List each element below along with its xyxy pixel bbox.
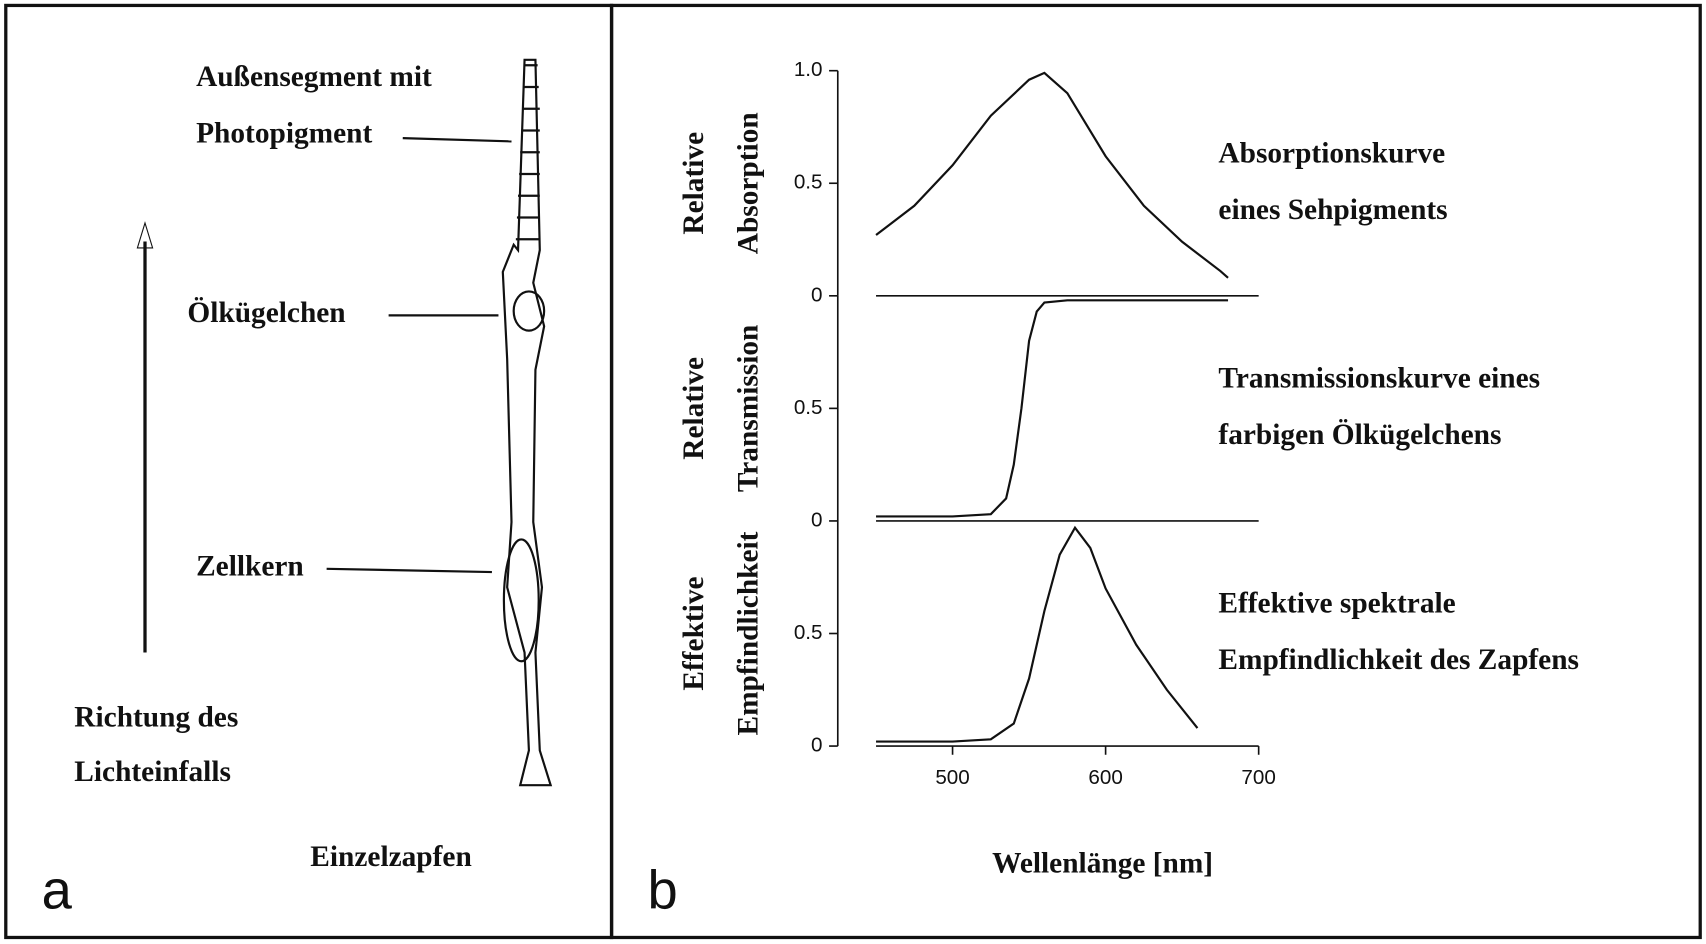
y-tick-label: 0 bbox=[811, 283, 823, 306]
data-line bbox=[875, 71, 1229, 279]
label: Ölkügelchen bbox=[187, 297, 345, 329]
arrow-label: Lichteinfalls bbox=[74, 756, 231, 788]
pointer-line bbox=[402, 137, 512, 143]
oil-droplet bbox=[512, 290, 546, 332]
x-tick-label: 700 bbox=[1241, 766, 1275, 789]
x-axis-label: Wellenlänge [nm] bbox=[992, 847, 1213, 879]
y-tick-label: 0 bbox=[811, 508, 823, 531]
pointer-line bbox=[326, 567, 492, 574]
annotation: eines Sehpigments bbox=[1218, 194, 1447, 226]
disc-stack bbox=[515, 64, 540, 241]
annotation: Transmissionskurve eines bbox=[1218, 362, 1540, 394]
y-axis-label: Empfindlichkeit bbox=[733, 531, 765, 735]
label: Außensegment mit bbox=[196, 61, 432, 93]
y-axis-label: Effektive bbox=[678, 576, 710, 690]
y-tick-label: 0.5 bbox=[794, 396, 823, 419]
panel-b-frame bbox=[609, 3, 1702, 940]
y-axis-label: Absorption bbox=[733, 112, 765, 254]
y-axis-label: Relative bbox=[678, 132, 710, 235]
arrow-head bbox=[136, 221, 154, 249]
panel-letter: b bbox=[647, 859, 677, 920]
x-tick-label: 500 bbox=[935, 766, 969, 789]
annotation: Empfindlichkeit des Zapfens bbox=[1218, 644, 1579, 676]
y-tick-label: 0 bbox=[811, 734, 823, 757]
label: Zellkern bbox=[196, 551, 304, 583]
y-axis-label: Transmission bbox=[733, 325, 765, 493]
caption: Einzelzapfen bbox=[310, 841, 471, 873]
panel-letter: a bbox=[42, 859, 73, 920]
nucleus bbox=[502, 538, 540, 663]
cone-cell bbox=[501, 58, 553, 787]
y-tick-label: 0.5 bbox=[794, 621, 823, 644]
y-tick-label: 0.5 bbox=[794, 171, 823, 194]
y-axis-label: Relative bbox=[678, 357, 710, 460]
data-line bbox=[876, 299, 1229, 518]
cell-outline bbox=[501, 58, 553, 787]
x-tick-label: 600 bbox=[1088, 766, 1122, 789]
data-line bbox=[876, 525, 1199, 743]
annotation: farbigen Ölkügelchens bbox=[1218, 419, 1501, 451]
annotation: Absorptionskurve bbox=[1218, 137, 1445, 169]
arrow-label: Richtung des bbox=[74, 702, 238, 734]
label: Photopigment bbox=[196, 118, 372, 150]
y-tick-label: 1.0 bbox=[794, 58, 823, 81]
annotation: Effektive spektrale bbox=[1218, 588, 1455, 620]
